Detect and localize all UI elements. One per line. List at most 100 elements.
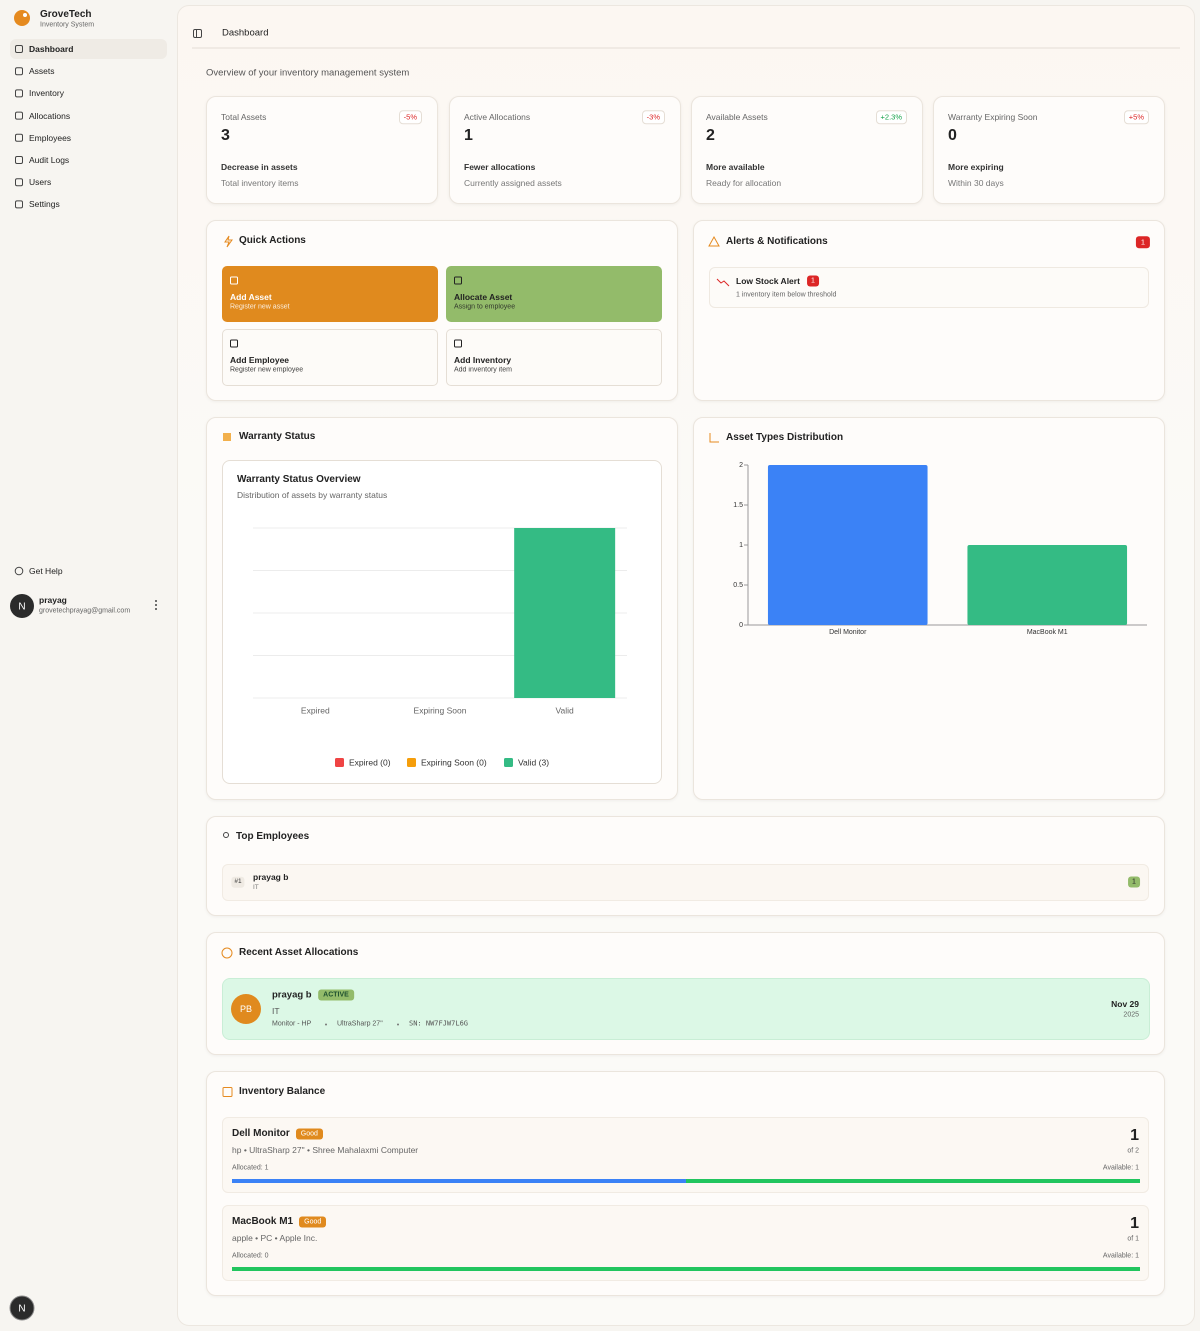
employee-name: prayag b	[253, 871, 289, 882]
menu-dot	[155, 608, 157, 610]
brand-subtitle: Inventory System	[40, 21, 95, 29]
nav-item[interactable]: Dashboard	[29, 43, 74, 54]
alert-title: Low Stock Alert	[736, 275, 800, 286]
stat-value: 1	[464, 127, 473, 144]
x-tick-label: Expiring Soon	[414, 705, 467, 715]
section-title: Top Employees	[236, 831, 310, 842]
allocation-name: prayag b	[272, 989, 312, 1001]
stat-trend: More available	[706, 161, 765, 172]
action-button[interactable]	[222, 266, 438, 322]
separator-dot	[397, 1023, 399, 1026]
change-badge: -5%	[398, 110, 422, 124]
action-subtitle: Register new employee	[230, 366, 304, 374]
allocated-bar	[232, 1179, 686, 1183]
bottom-initial: N	[18, 1304, 25, 1315]
help-link[interactable]: Get Help	[29, 565, 63, 576]
stat-label: Warranty Expiring Soon	[948, 111, 1038, 122]
x-tick-label: MacBook M1	[1027, 629, 1068, 636]
user-initial: N	[18, 602, 25, 613]
action-icon	[454, 339, 462, 348]
nav-icon	[15, 200, 23, 209]
nav-item[interactable]: Users	[29, 176, 52, 187]
logo	[14, 10, 30, 26]
count-badge: 1	[1128, 876, 1140, 888]
action-title: Add Employee	[230, 354, 290, 365]
y-tick-label: 0.5	[733, 582, 743, 589]
action-title: Add Inventory	[454, 354, 512, 365]
nav-icon	[15, 89, 23, 98]
box-icon	[222, 1087, 233, 1097]
total-label: of 2	[1127, 1147, 1139, 1155]
action-button[interactable]	[446, 329, 662, 386]
nav-item[interactable]: Employees	[29, 132, 72, 143]
stat-note: Within 30 days	[948, 177, 1004, 188]
y-tick-label: 1	[739, 542, 743, 549]
logo-eye	[23, 13, 27, 17]
legend-label: Valid (3)	[518, 757, 549, 767]
chart-icon	[223, 433, 231, 441]
action-button[interactable]	[446, 266, 662, 322]
rank-badge: #1	[231, 876, 245, 888]
user-email: grovetechprayag@gmail.com	[39, 607, 131, 615]
nav-item[interactable]: Inventory	[29, 88, 64, 99]
available-count: 1	[1130, 1215, 1139, 1232]
help-icon	[14, 566, 24, 576]
stat-note: Total inventory items	[221, 177, 299, 188]
x-tick-label: Expired	[301, 705, 330, 715]
users-icon	[223, 832, 229, 838]
x-tick-label: Dell Monitor	[829, 629, 867, 636]
section-title: Alerts & Notifications	[726, 236, 828, 247]
section-title: Quick Actions	[239, 235, 306, 246]
stat-label: Active Allocations	[464, 111, 531, 122]
sidebar-toggle	[193, 29, 202, 38]
nav-item[interactable]: Audit Logs	[29, 154, 70, 165]
stat-trend: Decrease in assets	[221, 161, 298, 172]
warning-icon	[708, 235, 720, 247]
clock-icon	[221, 947, 233, 959]
employee-dept: IT	[253, 883, 259, 891]
stat-value: 3	[221, 127, 230, 144]
stat-value: 0	[948, 127, 957, 144]
allocation-date: Nov 29	[1111, 998, 1139, 1009]
menu-dot	[155, 600, 157, 602]
allocation-row	[222, 978, 1150, 1040]
allocation-year: 2025	[1123, 1011, 1139, 1019]
nav-icon	[15, 67, 23, 76]
section-title: Asset Types Distribution	[726, 432, 844, 443]
nav-item[interactable]: Allocations	[29, 110, 71, 121]
action-button[interactable]	[222, 329, 438, 386]
action-icon	[454, 276, 462, 285]
allocated-label: Allocated: 0	[232, 1252, 269, 1260]
y-tick-label: 0	[739, 622, 743, 629]
status-badge: ACTIVE	[318, 989, 354, 1001]
y-tick-label: 1.5	[733, 502, 743, 509]
legend-swatch	[504, 758, 513, 767]
nav-item[interactable]: Assets	[29, 65, 55, 76]
available-label: Available: 1	[1102, 1252, 1139, 1260]
nav-active	[10, 39, 167, 59]
nav-icon	[15, 45, 23, 53]
chart-subtitle: Distribution of assets by warranty statu…	[237, 489, 388, 500]
stat-trend: More expiring	[948, 161, 1004, 172]
section-title: Recent Asset Allocations	[239, 947, 359, 958]
nav-item[interactable]: Settings	[29, 199, 60, 210]
allocation-serial: SN: NW7FJW7L6G	[409, 1019, 469, 1028]
allocated-label: Allocated: 1	[232, 1164, 269, 1172]
brand: GroveTech	[40, 9, 92, 20]
menu-dot	[155, 604, 157, 606]
action-title: Allocate Asset	[454, 291, 513, 302]
user-name: prayag	[39, 594, 67, 605]
bar-icon	[709, 433, 719, 443]
legend-swatch	[335, 758, 344, 767]
allocation-item: Monitor - HP	[272, 1020, 312, 1028]
section-title: Inventory Balance	[239, 1086, 326, 1097]
inventory-name: MacBook M1	[232, 1216, 294, 1227]
action-icon	[230, 339, 238, 348]
bar	[514, 528, 616, 698]
bar	[767, 465, 928, 625]
separator-dot	[325, 1023, 327, 1026]
available-count: 1	[1130, 1127, 1139, 1144]
inventory-name: Dell Monitor	[232, 1128, 290, 1139]
stat-label: Available Assets	[706, 111, 768, 122]
bar	[967, 545, 1128, 625]
